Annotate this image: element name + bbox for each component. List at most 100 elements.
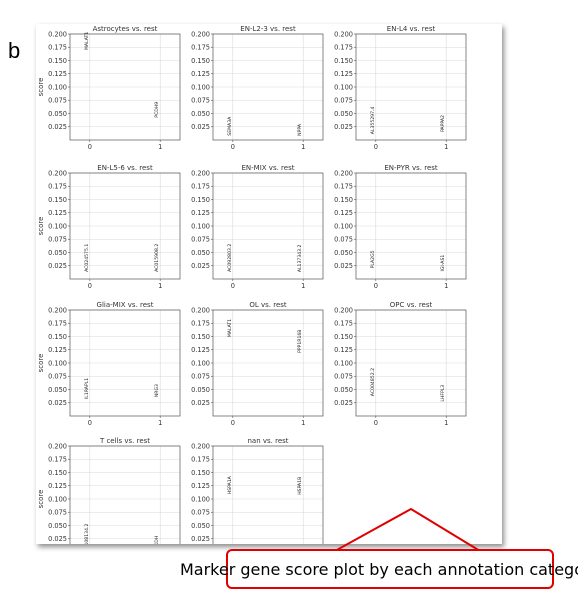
x-tick-label: 0 [231, 143, 235, 151]
plot-frame [69, 172, 181, 280]
point-label: NRG3 [154, 384, 160, 397]
y-tick-label: 0.075 [191, 373, 210, 381]
y-tick-label: 0.100 [334, 222, 353, 230]
y-tick-label: 0.025 [334, 123, 353, 131]
y-tick-label: 0.150 [191, 469, 210, 477]
y-tick-label: 0.200 [191, 169, 210, 177]
y-tick-label: 0.075 [191, 509, 210, 517]
point-label: XDH [154, 536, 160, 544]
y-tick-label: 0.125 [334, 70, 353, 78]
y-tick-label: 0.125 [48, 346, 67, 354]
y-tick-label: 0.150 [334, 196, 353, 204]
y-tick-label: 0.125 [191, 209, 210, 217]
plot-frame [212, 33, 324, 141]
plot-frame [212, 309, 324, 417]
y-tick-label: 0.125 [48, 482, 67, 490]
x-tick-label: 0 [88, 143, 92, 151]
y-tick-label: 0.125 [334, 209, 353, 217]
x-tick-label: 1 [301, 282, 305, 290]
point-label: PCDH9 [154, 102, 160, 118]
y-axis-label: score [37, 490, 45, 509]
point-label: LHFPL3 [440, 385, 446, 402]
y-tick-label: 0.025 [48, 123, 67, 131]
y-tick-label: 0.100 [48, 83, 67, 91]
subplot-7: Glia-MIX vs. rest 0.025 0.050 0.075 0.100 0.1… [37, 301, 181, 427]
point-label: HSPA1A [227, 475, 233, 494]
subplot-title: T cells vs. rest [99, 437, 150, 445]
y-tick-label: 0.100 [48, 495, 67, 503]
subplot-1: Astrocytes vs. rest 0.025 0.050 0.075 0.100 0… [37, 25, 181, 151]
y-tick-label: 0.050 [334, 386, 353, 394]
x-tick-label: 0 [374, 143, 378, 151]
x-tick-label: 0 [231, 419, 235, 427]
y-tick-label: 0.125 [334, 346, 353, 354]
subplot-title: Glia-MIX vs. rest [97, 301, 154, 309]
subplot-5: EN-MIX vs. rest 0.025 0.050 0.075 0.100 0.125… [191, 164, 324, 290]
subplot-4: EN-L5-6 vs. rest 0.025 0.050 0.075 0.100 0.12… [37, 164, 181, 290]
caption-text: Marker gene score plot by each annotatio… [179, 559, 578, 579]
y-tick-label: 0.150 [334, 333, 353, 341]
y-tick-label: 0.075 [334, 236, 353, 244]
point-label: NPPA [297, 123, 303, 136]
y-tick-label: 0.100 [48, 359, 67, 367]
y-tick-label: 0.175 [48, 320, 67, 328]
point-label: AL355297.4 [370, 107, 376, 135]
y-tick-label: 0.175 [48, 44, 67, 52]
y-tick-label: 0.025 [48, 262, 67, 270]
subplot-8: OL vs. rest 0.025 0.050 0.075 0.100 0.125 0.15… [191, 301, 324, 427]
y-tick-label: 0.200 [191, 306, 210, 314]
point-label: IGI-AS1 [440, 255, 446, 272]
y-tick-label: 0.200 [334, 306, 353, 314]
figure-frame: Astrocytes vs. rest 0.025 0.050 0.075 0.100 0… [36, 24, 502, 544]
y-tick-label: 0.200 [334, 169, 353, 177]
y-tick-label: 0.050 [48, 249, 67, 257]
subplot-title: EN-L5-6 vs. rest [97, 164, 153, 172]
y-tick-label: 0.175 [191, 320, 210, 328]
y-tick-label: 0.100 [191, 359, 210, 367]
point-label: PPP1R16B [297, 330, 303, 353]
plot-frame [212, 172, 324, 280]
point-label: MALAT1 [84, 32, 90, 50]
point-label: AC015908.2 [154, 244, 160, 272]
y-tick-label: 0.125 [48, 209, 67, 217]
y-tick-label: 0.075 [334, 97, 353, 105]
y-tick-label: 0.200 [48, 169, 67, 177]
y-tick-label: 0.050 [334, 249, 353, 257]
subplot-title: EN-L4 vs. rest [387, 25, 436, 33]
point-label: IL1RAPL1 [84, 378, 90, 399]
subplot-title: EN-MIX vs. rest [242, 164, 295, 172]
y-tick-label: 0.200 [191, 442, 210, 450]
y-tick-label: 0.025 [191, 399, 210, 407]
panel-letter: b [8, 38, 21, 63]
y-tick-label: 0.150 [191, 57, 210, 65]
plot-frame [355, 33, 467, 141]
y-tick-label: 0.125 [191, 70, 210, 78]
y-tick-label: 0.150 [191, 196, 210, 204]
y-tick-label: 0.150 [48, 469, 67, 477]
point-label: HSPA1B [297, 477, 303, 495]
x-tick-label: 0 [374, 282, 378, 290]
x-tick-label: 1 [158, 282, 162, 290]
x-tick-label: 1 [301, 419, 305, 427]
point-label: PAPPA2 [440, 115, 446, 132]
y-tick-label: 0.050 [191, 386, 210, 394]
x-tick-label: 1 [301, 143, 305, 151]
point-label: MALAT1 [227, 319, 233, 337]
y-tick-label: 0.075 [191, 236, 210, 244]
y-tick-label: 0.150 [48, 57, 67, 65]
y-tick-label: 0.050 [48, 110, 67, 118]
x-tick-label: 1 [444, 143, 448, 151]
y-tick-label: 0.025 [191, 262, 210, 270]
x-tick-label: 1 [444, 419, 448, 427]
caption-box: Marker gene score plot by each annotatio… [180, 549, 578, 589]
y-tick-label: 0.150 [48, 333, 67, 341]
y-tick-label: 0.150 [48, 196, 67, 204]
x-tick-label: 0 [374, 419, 378, 427]
x-tick-label: 1 [158, 143, 162, 151]
y-tick-label: 0.050 [48, 386, 67, 394]
y-tick-label: 0.050 [191, 249, 210, 257]
y-tick-label: 0.150 [334, 57, 353, 65]
plot-frame [212, 445, 324, 544]
plot-frame [69, 33, 181, 141]
y-tick-label: 0.025 [191, 123, 210, 131]
